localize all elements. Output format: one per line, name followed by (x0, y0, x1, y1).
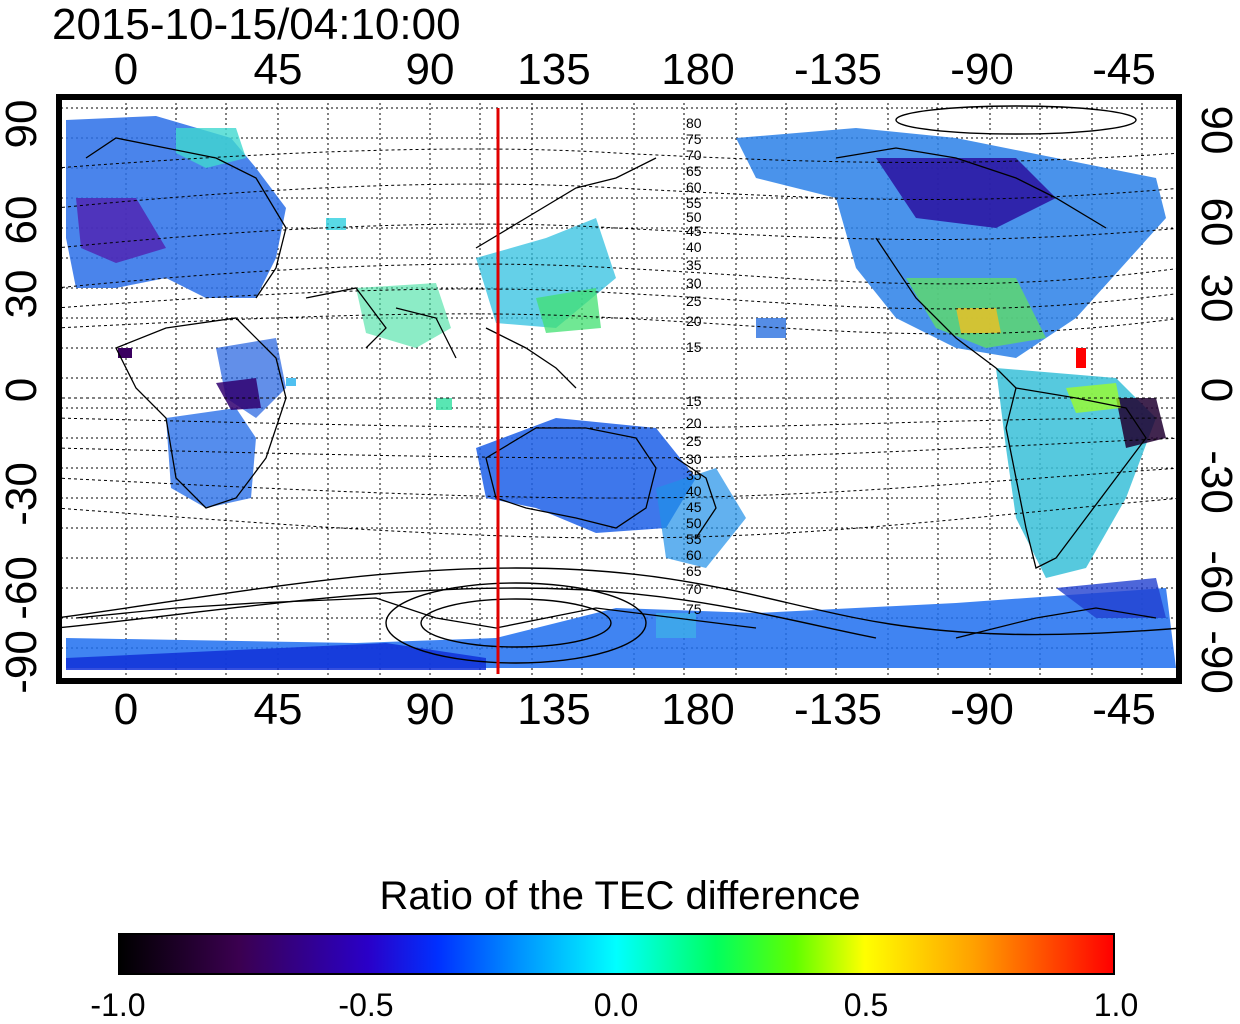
contour-label: 20 (686, 415, 702, 431)
top-lon-tick: 0 (113, 45, 139, 94)
colorbar (118, 933, 1115, 975)
contour-label: 20 (686, 313, 702, 329)
contour-label: 55 (686, 531, 702, 547)
bottom-lon-tick: 0 (113, 685, 139, 734)
contour-label: 55 (686, 195, 702, 211)
frame-ticks (56, 98, 1182, 680)
contour-label: 35 (686, 257, 702, 273)
contour-label: 30 (686, 275, 702, 291)
contour-label: 45 (686, 499, 702, 515)
contour-label: 30 (686, 451, 702, 467)
contour-label: 60 (686, 547, 702, 563)
contours (56, 148, 1182, 539)
top-lon-tick: -45 (1092, 45, 1156, 94)
top-lon-tick: -135 (793, 45, 883, 94)
bottom-lon-tick: 45 (253, 685, 303, 734)
left-lat-tick: 0 (0, 377, 46, 403)
contour-label: 15 (686, 339, 702, 355)
colorbar-tick: 1.0 (1093, 987, 1139, 1023)
top-lon-tick: 180 (661, 45, 735, 94)
contour-label: 75 (686, 601, 702, 617)
contour-label: 80 (686, 115, 702, 131)
bottom-lon-tick: 180 (661, 685, 735, 734)
contour-label: 40 (686, 483, 702, 499)
colorbar-title: Ratio of the TEC difference (379, 874, 861, 918)
contour-label: 65 (686, 163, 702, 179)
contour-label: 70 (686, 147, 702, 163)
right-lat-tick: -90 (1192, 630, 1240, 694)
contour-label: 15 (686, 393, 702, 409)
colorbar-tick: -1.0 (90, 987, 146, 1023)
bottom-lon-tick: 90 (405, 685, 455, 734)
colorbar-tick: 0.5 (843, 987, 889, 1023)
contours-solid (56, 105, 1182, 664)
contour-label: 45 (686, 223, 702, 239)
colorbar-tick: -0.5 (338, 987, 394, 1023)
coastlines (75, 137, 1157, 639)
top-lon-tick: -90 (950, 45, 1014, 94)
contour-label: 40 (686, 239, 702, 255)
contour-label: 50 (686, 209, 702, 225)
tec-data-patches (66, 116, 1176, 670)
left-lat-tick: -90 (0, 630, 46, 694)
map-title: 2015-10-15/04:10:00 (52, 0, 461, 49)
contour-label: 75 (686, 131, 702, 147)
bottom-lon-tick: -135 (793, 685, 883, 734)
contour-label: 50 (686, 515, 702, 531)
contour-label: 65 (686, 563, 702, 579)
tec-map: 80 75 70 65 60 55 50 45 40 35 30 25 20 1… (56, 98, 1182, 680)
top-lon-tick: 135 (517, 45, 591, 94)
colorbar-tick: 0.0 (593, 987, 639, 1023)
bottom-lon-tick: -45 (1092, 685, 1156, 734)
bottom-lon-tick: -90 (950, 685, 1014, 734)
contour-label: 25 (686, 293, 702, 309)
contour-label: 35 (686, 467, 702, 483)
contour-label: 60 (686, 179, 702, 195)
contour-labels-north: 80 75 70 65 60 55 50 45 40 35 30 25 20 1… (686, 115, 702, 355)
top-lon-tick: 45 (253, 45, 303, 94)
bottom-axis-bar (56, 680, 1182, 684)
top-lon-tick: 90 (405, 45, 455, 94)
contour-labels-south: 15 20 25 30 35 40 45 50 55 60 65 70 75 (686, 393, 702, 617)
top-axis-bar (56, 94, 1182, 98)
contour-label: 25 (686, 433, 702, 449)
bottom-lon-tick: 135 (517, 685, 591, 734)
contour-label: 70 (686, 581, 702, 597)
